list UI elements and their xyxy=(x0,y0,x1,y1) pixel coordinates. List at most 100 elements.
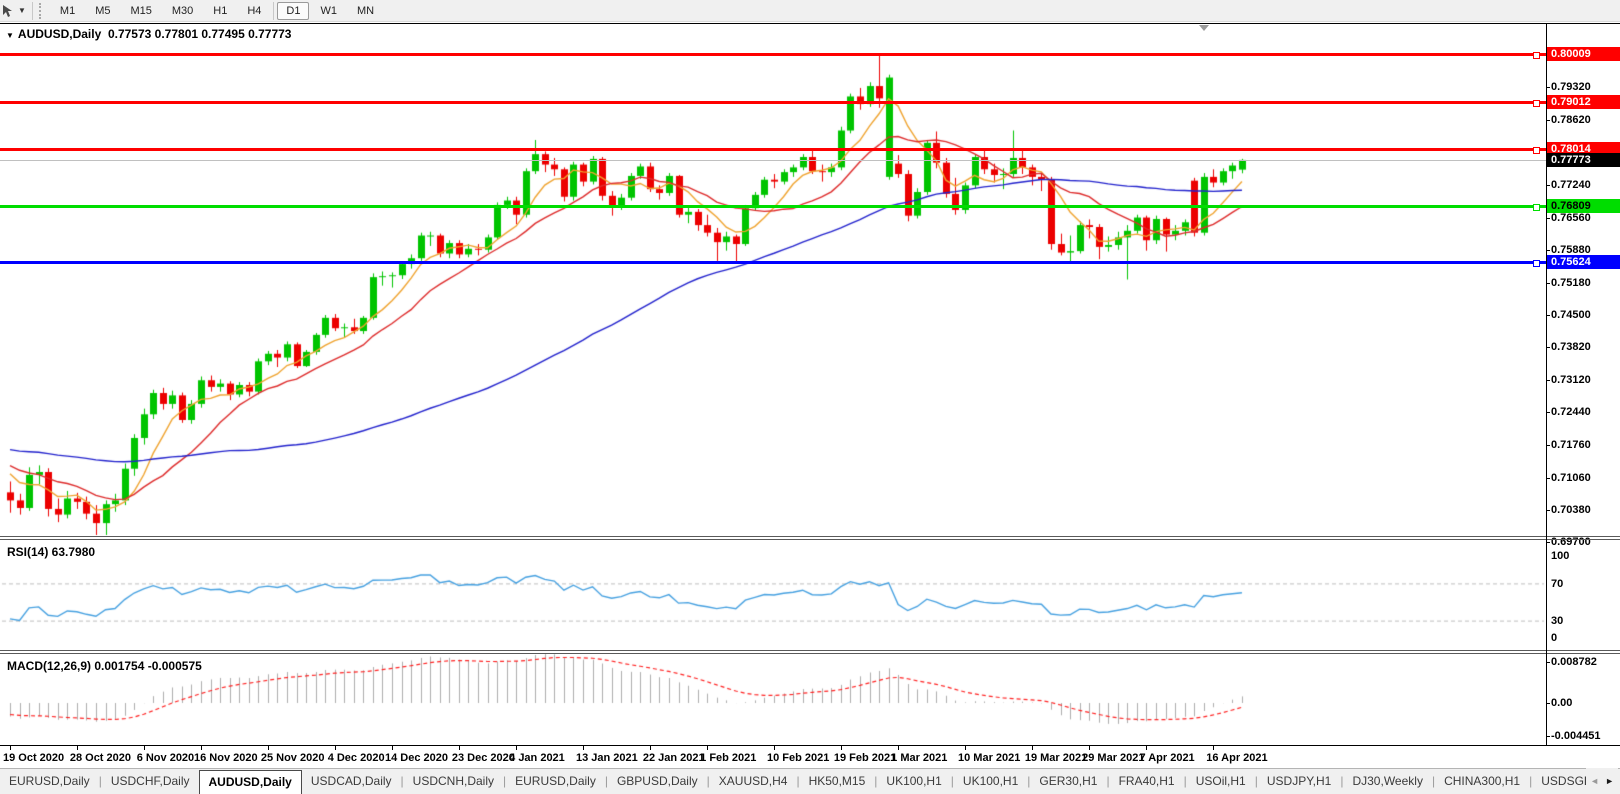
rsi-axis-label: 0 xyxy=(1551,632,1617,644)
chart-border-bottom xyxy=(0,745,1620,746)
date-tick-label: 19 Oct 2020 xyxy=(3,752,65,764)
price-tick-mark xyxy=(1546,249,1550,251)
price-tick-label: 0.73820 xyxy=(1551,341,1617,354)
price-tick-mark xyxy=(1546,282,1550,284)
cursor-arrow-icon xyxy=(3,4,12,17)
chart-tab-usoil[interactable]: USOil,H1 xyxy=(1195,774,1246,788)
caret-down-icon[interactable]: ▼ xyxy=(18,6,26,15)
price-tick-mark xyxy=(1546,380,1550,382)
timeframe-button-h1[interactable]: H1 xyxy=(213,4,228,17)
date-tick-label: 22 Jan 2021 xyxy=(642,752,705,764)
price-label-resistance-2: 0.79012 xyxy=(1547,95,1620,109)
chart-tab-usdcnh[interactable]: USDCNH,Daily xyxy=(412,774,495,788)
rsi-indicator-label: RSI(14) 63.7980 xyxy=(7,545,96,559)
chart-tab-usdjpy[interactable]: USDJPY,H1 xyxy=(1266,774,1332,788)
tab-scroll-right-icon[interactable]: ► xyxy=(1605,776,1614,786)
chart-tab-china300[interactable]: CHINA300,H1 xyxy=(1444,774,1521,788)
panel-splitter[interactable] xyxy=(0,536,1620,537)
tab-scroll-arrows: ◄ ► xyxy=(1586,768,1618,794)
hline-handle[interactable] xyxy=(1533,52,1540,59)
price-tick-label: 0.75880 xyxy=(1551,243,1617,256)
chart-tab-hk50[interactable]: HK50,M15 xyxy=(808,774,866,788)
tab-scroll-left-icon[interactable]: ◄ xyxy=(1590,776,1600,786)
price-tick-label: 0.71060 xyxy=(1551,471,1617,484)
collapse-indicator-icon[interactable]: ▼ xyxy=(6,31,14,40)
chart-tab-uk100[interactable]: UK100,H1 xyxy=(962,774,1019,788)
panel-splitter[interactable] xyxy=(0,650,1620,651)
price-tick-mark xyxy=(1546,412,1550,414)
timeframe-buttons: M1 M5 M15 M30 H1 H4 D1 W1 MN xyxy=(50,1,384,20)
date-tick-mark xyxy=(516,746,518,750)
date-tick-mark xyxy=(649,746,651,750)
tab-separator: | xyxy=(604,774,608,788)
price-tick-mark xyxy=(1546,217,1550,219)
crosshair-cursor-icon[interactable]: ▼ xyxy=(0,1,30,21)
price-tick-label: 0.77240 xyxy=(1551,179,1617,192)
chart-tab-audusd[interactable]: AUDUSD,Daily xyxy=(198,770,302,794)
hline-handle[interactable] xyxy=(1533,100,1540,107)
panel-splitter[interactable] xyxy=(0,653,1620,654)
date-tick-label: 23 Dec 2020 xyxy=(451,752,515,764)
date-tick-mark xyxy=(143,746,145,750)
chart-shift-marker-icon[interactable] xyxy=(1198,25,1209,31)
chart-tab-uk100[interactable]: UK100,H1 xyxy=(886,774,942,788)
date-tick-label: 28 Oct 2020 xyxy=(69,752,131,764)
price-tick-label: 0.75180 xyxy=(1551,276,1617,289)
price-label-support-green: 0.76809 xyxy=(1547,199,1620,213)
timeframe-button-m30[interactable]: M30 xyxy=(171,4,194,17)
toolbar-separator xyxy=(273,1,275,20)
hline-handle[interactable] xyxy=(1533,260,1540,267)
date-tick-mark xyxy=(76,746,78,750)
date-tick-label: 25 Nov 2020 xyxy=(260,752,325,764)
hline-handle[interactable] xyxy=(1533,204,1540,211)
chart-tab-dj30[interactable]: DJ30,Weekly xyxy=(1352,774,1423,788)
date-tick-label: 6 Nov 2020 xyxy=(136,752,195,764)
date-tick-label: 4 Dec 2020 xyxy=(327,752,385,764)
timeframe-button-h4[interactable]: H4 xyxy=(247,4,262,17)
panel-splitter[interactable] xyxy=(0,539,1620,540)
chart-tab-ger30[interactable]: GER30,H1 xyxy=(1039,774,1098,788)
tab-separator: | xyxy=(98,774,102,788)
macd-tick-mark xyxy=(1546,662,1550,663)
macd-tick-mark xyxy=(1546,703,1550,704)
date-tick-mark xyxy=(392,746,393,750)
price-label-support-blue: 0.75624 xyxy=(1547,255,1620,269)
timeframe-button-m15[interactable]: M15 xyxy=(130,4,152,17)
hline-resistance-3[interactable] xyxy=(0,147,1546,154)
timeframe-button-d1[interactable]: D1 xyxy=(277,1,310,20)
date-tick-label: 7 Apr 2021 xyxy=(1139,752,1195,764)
date-tick-mark xyxy=(1213,746,1215,750)
chart-tab-gbpusd[interactable]: GBPUSD,Daily xyxy=(616,774,698,788)
date-tick-label: 19 Feb 2021 xyxy=(833,752,897,764)
chart-tab-usdcad[interactable]: USDCAD,Daily xyxy=(310,774,392,788)
date-tick-mark xyxy=(707,746,709,750)
timeframe-button-mn[interactable]: MN xyxy=(356,4,375,17)
timeframe-button-m5[interactable]: M5 xyxy=(95,4,111,17)
price-tick-label: 0.70380 xyxy=(1551,503,1617,516)
hline-resistance-1[interactable] xyxy=(0,52,1546,59)
tab-separator: | xyxy=(706,774,710,788)
timeframe-button-m1[interactable]: M1 xyxy=(59,4,76,17)
chart-tab-xauusd[interactable]: XAUUSD,H4 xyxy=(718,774,788,788)
hline-support-green[interactable] xyxy=(0,204,1546,211)
date-tick-label: 10 Feb 2021 xyxy=(767,752,830,764)
hline-support-blue[interactable] xyxy=(0,260,1546,267)
price-tick-label: 0.72440 xyxy=(1551,406,1617,419)
price-label-resistance-1: 0.80009 xyxy=(1547,47,1620,61)
date-tick-mark xyxy=(898,746,900,750)
tab-separator: | xyxy=(400,774,404,788)
chart-tab-fra40[interactable]: FRA40,H1 xyxy=(1118,774,1175,788)
price-label-resistance-3: 0.78014 xyxy=(1547,142,1620,156)
date-axis[interactable]: 19 Oct 2020 28 Oct 2020 6 Nov 2020 16 Nov 2… xyxy=(0,746,1620,768)
timeframe-button-w1[interactable]: W1 xyxy=(320,4,337,17)
toolbar-grip-handle[interactable] xyxy=(38,2,44,19)
date-tick-label: 1 Mar 2021 xyxy=(891,752,948,764)
hline-resistance-2[interactable] xyxy=(0,100,1546,107)
date-tick-mark xyxy=(1031,746,1033,750)
chart-tab-eurusd[interactable]: EURUSD,Daily xyxy=(9,774,90,788)
chart-tab-usdchf[interactable]: USDCHF,Daily xyxy=(110,774,190,788)
price-tick-label: 0.76560 xyxy=(1551,211,1617,224)
hline-handle[interactable] xyxy=(1533,147,1540,154)
chart-tab-eurusd[interactable]: EURUSD,Daily xyxy=(515,774,596,788)
